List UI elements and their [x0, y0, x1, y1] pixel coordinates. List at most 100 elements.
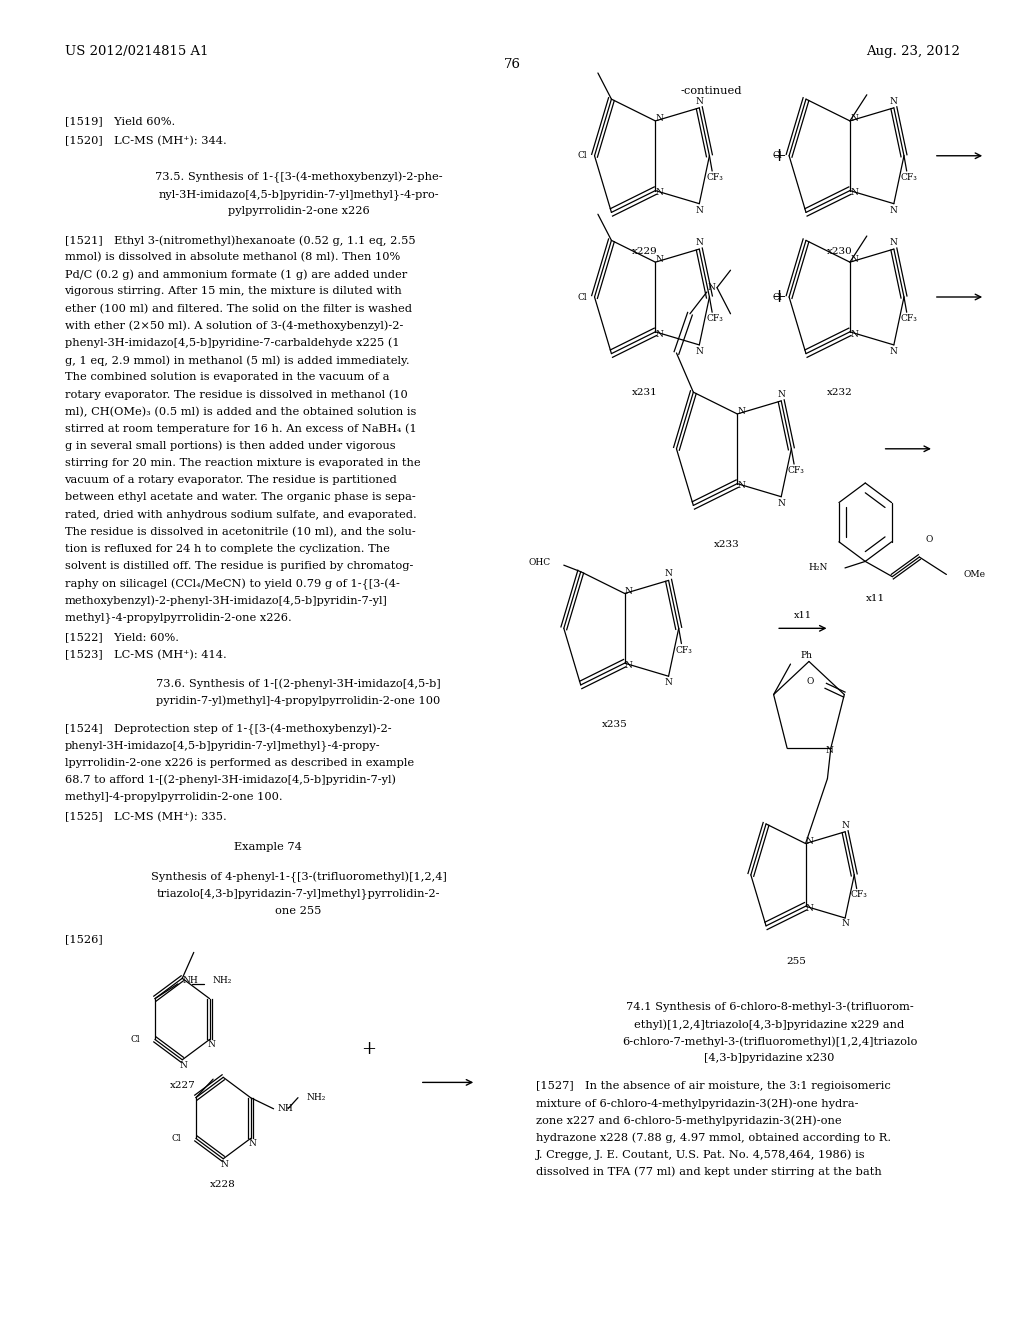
Text: tion is refluxed for 24 h to complete the cyclization. The: tion is refluxed for 24 h to complete th…: [65, 544, 389, 554]
Text: N: N: [655, 189, 664, 197]
Text: g in several small portions) is then added under vigorous: g in several small portions) is then add…: [65, 441, 395, 451]
Text: solvent is distilled off. The residue is purified by chromatog-: solvent is distilled off. The residue is…: [65, 561, 413, 572]
Text: Cl: Cl: [172, 1134, 181, 1143]
Text: x11: x11: [866, 594, 885, 603]
Text: N: N: [625, 661, 633, 669]
Text: N: N: [695, 347, 703, 356]
Text: CF₃: CF₃: [707, 173, 723, 182]
Text: raphy on silicagel (CCl₄/MeCN) to yield 0.79 g of 1-{[3-(4-: raphy on silicagel (CCl₄/MeCN) to yield …: [65, 578, 399, 590]
Text: [1527] In the absence of air moisture, the 3:1 regioisomeric: [1527] In the absence of air moisture, t…: [536, 1081, 890, 1092]
Text: mmol) is dissolved in absolute methanol (8 ml). Then 10%: mmol) is dissolved in absolute methanol …: [65, 252, 399, 263]
Text: x11: x11: [794, 611, 812, 619]
Text: 73.5. Synthesis of 1-{[3-(4-methoxybenzyl)-2-phe-: 73.5. Synthesis of 1-{[3-(4-methoxybenzy…: [155, 172, 442, 183]
Text: NH: NH: [182, 975, 198, 985]
Text: CF₃: CF₃: [901, 173, 918, 182]
Text: nyl-3H-imidazo[4,5-b]pyridin-7-yl]methyl}-4-pro-: nyl-3H-imidazo[4,5-b]pyridin-7-yl]methyl…: [158, 189, 439, 199]
Text: [1523] LC-MS (MH⁺): 414.: [1523] LC-MS (MH⁺): 414.: [65, 649, 226, 660]
Text: N: N: [655, 115, 664, 123]
Text: +: +: [771, 147, 785, 165]
Text: N: N: [850, 330, 858, 338]
Text: OHC: OHC: [528, 558, 550, 568]
Text: [1524] Deprotection step of 1-{[3-(4-methoxybenzyl)-2-: [1524] Deprotection step of 1-{[3-(4-met…: [65, 723, 391, 735]
Text: CF₃: CF₃: [901, 314, 918, 323]
Text: Cl: Cl: [131, 1035, 140, 1044]
Text: Cl: Cl: [772, 293, 782, 301]
Text: stirred at room temperature for 16 h. An excess of NaBH₄ (1: stirred at room temperature for 16 h. An…: [65, 424, 417, 434]
Text: CF₃: CF₃: [707, 314, 723, 323]
Text: N: N: [850, 256, 858, 264]
Text: N: N: [805, 837, 813, 846]
Text: +: +: [771, 288, 785, 306]
Text: N: N: [695, 206, 703, 215]
Text: x227: x227: [169, 1081, 196, 1090]
Text: N: N: [777, 389, 785, 399]
Text: N: N: [890, 238, 898, 247]
Text: N: N: [695, 238, 703, 247]
Text: Cl: Cl: [578, 152, 588, 160]
Text: methoxybenzyl)-2-phenyl-3H-imidazo[4,5-b]pyridin-7-yl]: methoxybenzyl)-2-phenyl-3H-imidazo[4,5-b…: [65, 595, 387, 606]
Text: N: N: [850, 189, 858, 197]
Text: Example 74: Example 74: [233, 842, 302, 853]
Text: zone x227 and 6-chloro-5-methylpyridazin-3(2H)-one: zone x227 and 6-chloro-5-methylpyridazin…: [536, 1115, 841, 1126]
Text: CF₃: CF₃: [788, 466, 805, 475]
Text: rated, dried with anhydrous sodium sulfate, and evaporated.: rated, dried with anhydrous sodium sulfa…: [65, 510, 417, 520]
Text: N: N: [221, 1160, 228, 1168]
Text: O: O: [926, 535, 933, 544]
Text: Aug. 23, 2012: Aug. 23, 2012: [865, 45, 959, 58]
Text: Ph: Ph: [801, 651, 813, 660]
Text: Cl: Cl: [578, 293, 588, 301]
Text: CF₃: CF₃: [676, 645, 692, 655]
Text: N: N: [825, 746, 834, 755]
Text: N: N: [665, 678, 673, 688]
Text: x232: x232: [827, 388, 853, 397]
Text: [1519] Yield 60%.: [1519] Yield 60%.: [65, 116, 175, 127]
Text: [4,3-b]pyridazine x230: [4,3-b]pyridazine x230: [705, 1053, 835, 1064]
Text: N: N: [737, 408, 745, 416]
Text: N: N: [805, 904, 813, 912]
Text: phenyl-3H-imidazo[4,5-b]pyridin-7-yl]methyl}-4-propy-: phenyl-3H-imidazo[4,5-b]pyridin-7-yl]met…: [65, 741, 380, 751]
Text: N: N: [708, 282, 716, 292]
Text: N: N: [890, 347, 898, 356]
Text: NH₂: NH₂: [212, 975, 231, 985]
Text: N: N: [890, 96, 898, 106]
Text: 6-chloro-7-methyl-3-(trifluoromethyl)[1,2,4]triazolo: 6-chloro-7-methyl-3-(trifluoromethyl)[1,…: [622, 1036, 918, 1047]
Text: H₂N: H₂N: [809, 564, 828, 573]
Text: x233: x233: [715, 540, 740, 549]
Text: N: N: [655, 330, 664, 338]
Text: -continued: -continued: [681, 86, 742, 96]
Text: J. Cregge, J. E. Coutant, U.S. Pat. No. 4,578,464, 1986) is: J. Cregge, J. E. Coutant, U.S. Pat. No. …: [536, 1150, 865, 1160]
Text: The residue is dissolved in acetonitrile (10 ml), and the solu-: The residue is dissolved in acetonitrile…: [65, 527, 416, 537]
Text: N: N: [890, 206, 898, 215]
Text: N: N: [180, 1061, 187, 1069]
Text: N: N: [695, 96, 703, 106]
Text: [1526]: [1526]: [65, 935, 102, 945]
Text: NH: NH: [278, 1105, 294, 1113]
Text: ethyl)[1,2,4]triazolo[4,3-b]pyridazine x229 and: ethyl)[1,2,4]triazolo[4,3-b]pyridazine x…: [635, 1019, 904, 1030]
Text: rotary evaporator. The residue is dissolved in methanol (10: rotary evaporator. The residue is dissol…: [65, 389, 408, 400]
Text: 255: 255: [786, 957, 806, 966]
Text: N: N: [625, 587, 633, 595]
Text: lpyrrolidin-2-one x226 is performed as described in example: lpyrrolidin-2-one x226 is performed as d…: [65, 758, 414, 768]
Text: phenyl-3H-imidazo[4,5-b]pyridine-7-carbaldehyde x225 (1: phenyl-3H-imidazo[4,5-b]pyridine-7-carba…: [65, 338, 399, 348]
Text: pyridin-7-yl)methyl]-4-propylpyrrolidin-2-one 100: pyridin-7-yl)methyl]-4-propylpyrrolidin-…: [157, 696, 440, 706]
Text: 73.6. Synthesis of 1-[(2-phenyl-3H-imidazo[4,5-b]: 73.6. Synthesis of 1-[(2-phenyl-3H-imida…: [156, 678, 441, 689]
Text: US 2012/0214815 A1: US 2012/0214815 A1: [65, 45, 208, 58]
Text: x230: x230: [827, 247, 853, 256]
Text: NH₂: NH₂: [306, 1093, 326, 1102]
Text: Pd/C (0.2 g) and ammonium formate (1 g) are added under: Pd/C (0.2 g) and ammonium formate (1 g) …: [65, 269, 407, 280]
Text: methyl}-4-propylpyrrolidin-2-one x226.: methyl}-4-propylpyrrolidin-2-one x226.: [65, 612, 291, 623]
Text: N: N: [248, 1139, 256, 1148]
Text: hydrazone x228 (7.88 g, 4.97 mmol, obtained according to R.: hydrazone x228 (7.88 g, 4.97 mmol, obtai…: [536, 1133, 891, 1143]
Text: one 255: one 255: [275, 906, 322, 916]
Text: ether (100 ml) and filtered. The solid on the filter is washed: ether (100 ml) and filtered. The solid o…: [65, 304, 412, 314]
Text: x231: x231: [633, 388, 658, 397]
Text: [1525] LC-MS (MH⁺): 335.: [1525] LC-MS (MH⁺): 335.: [65, 812, 226, 822]
Text: dissolved in TFA (77 ml) and kept under stirring at the bath: dissolved in TFA (77 ml) and kept under …: [536, 1167, 882, 1177]
Text: vacuum of a rotary evaporator. The residue is partitioned: vacuum of a rotary evaporator. The resid…: [65, 475, 397, 486]
Text: N: N: [850, 115, 858, 123]
Text: 76: 76: [504, 58, 520, 71]
Text: N: N: [737, 482, 745, 490]
Text: The combined solution is evaporated in the vacuum of a: The combined solution is evaporated in t…: [65, 372, 389, 383]
Text: [1522] Yield: 60%.: [1522] Yield: 60%.: [65, 632, 178, 643]
Text: mixture of 6-chloro-4-methylpyridazin-3(2H)-one hydra-: mixture of 6-chloro-4-methylpyridazin-3(…: [536, 1098, 858, 1109]
